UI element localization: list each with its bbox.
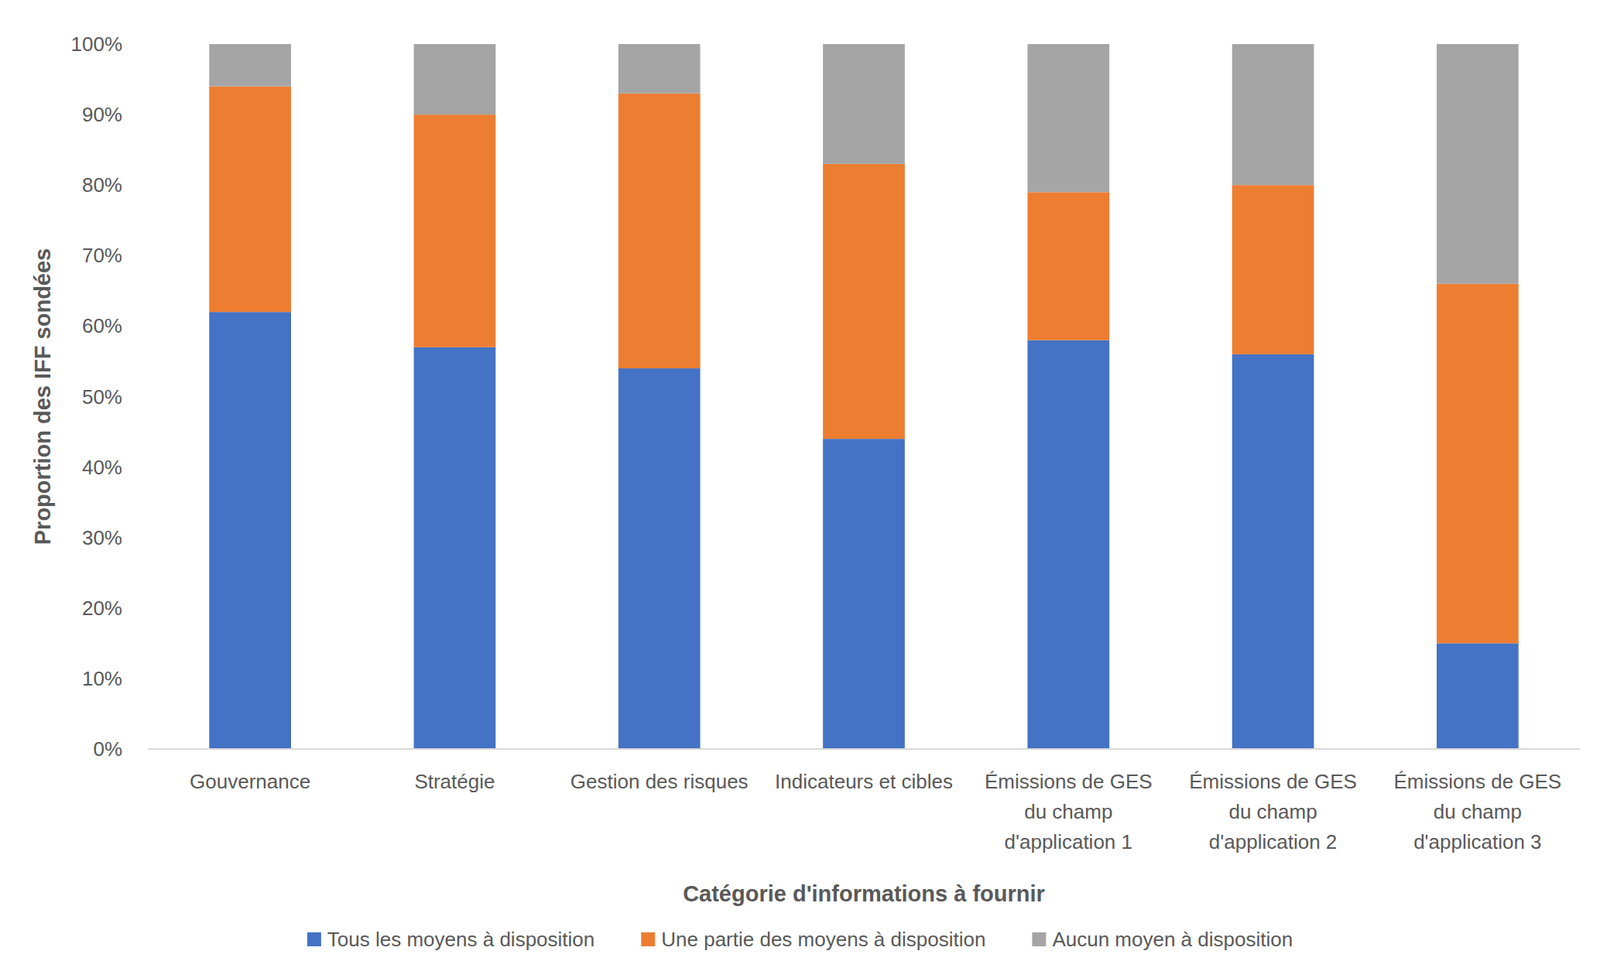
bar bbox=[1232, 185, 1315, 355]
y-tick-label: 80% bbox=[82, 173, 123, 197]
x-tick-label: Émissions de GES du champ d'application 2 bbox=[1188, 770, 1357, 854]
y-tick-label: 70% bbox=[82, 243, 123, 268]
bar bbox=[208, 86, 292, 313]
bar bbox=[1436, 643, 1519, 750]
bar bbox=[1232, 354, 1315, 750]
legend-label: Tous les moyens à disposition bbox=[327, 928, 595, 952]
bar bbox=[414, 114, 497, 348]
legend-swatch bbox=[1031, 932, 1046, 947]
y-tick-label: 40% bbox=[82, 455, 123, 480]
bar bbox=[618, 93, 701, 369]
x-tick-label-line: d'application 3 bbox=[1413, 830, 1542, 854]
legend-label: Une partie des moyens à disposition bbox=[661, 928, 986, 952]
legend-label: Aucun moyen à disposition bbox=[1051, 928, 1293, 952]
y-tick-label: 20% bbox=[82, 596, 123, 621]
bar bbox=[208, 44, 292, 87]
x-tick-label: Stratégie bbox=[414, 770, 495, 794]
x-tick-label-line: Gestion des risques bbox=[570, 770, 749, 794]
bar bbox=[414, 44, 497, 115]
legend-swatch bbox=[307, 932, 322, 947]
x-tick-label-line: du champ bbox=[1228, 800, 1317, 824]
bar bbox=[618, 44, 701, 94]
x-tick-label-line: du champ bbox=[1433, 800, 1522, 824]
x-axis-line bbox=[147, 748, 1580, 751]
bar bbox=[1436, 44, 1519, 285]
x-tick-label: Émissions de GES du champ d'application 1 bbox=[984, 770, 1153, 854]
bar bbox=[208, 311, 292, 750]
y-tick-label: 100% bbox=[71, 32, 124, 56]
legend: Tous les moyens à disposition Une partie … bbox=[307, 928, 1293, 952]
bar bbox=[414, 347, 497, 750]
x-tick-label-line: Émissions de GES bbox=[1188, 770, 1357, 794]
bar bbox=[1027, 191, 1110, 340]
x-tick-label-line: d'application 2 bbox=[1209, 830, 1337, 854]
x-tick-label: Gestion des risques bbox=[570, 770, 749, 794]
y-tick-label: 0% bbox=[92, 737, 123, 761]
bar bbox=[822, 44, 905, 165]
legend-item: Aucun moyen à disposition bbox=[1031, 928, 1293, 952]
bars bbox=[208, 44, 1518, 750]
legend-item: Tous les moyens à disposition bbox=[307, 928, 595, 952]
y-tick-label: 90% bbox=[82, 102, 123, 127]
bar bbox=[1436, 284, 1519, 645]
y-tick-label: 30% bbox=[82, 526, 123, 550]
x-tick-label-line: Stratégie bbox=[414, 770, 495, 794]
x-tick-label-line: Émissions de GES bbox=[1393, 770, 1562, 794]
x-tick-label-line: du champ bbox=[1024, 800, 1113, 824]
legend-swatch bbox=[640, 932, 655, 947]
bar bbox=[822, 438, 905, 750]
bar bbox=[1232, 44, 1315, 186]
x-tick-label-line: Indicateurs et cibles bbox=[774, 770, 953, 794]
x-tick-label-line: Émissions de GES bbox=[984, 770, 1153, 794]
x-tick-label: Gouvernance bbox=[189, 770, 311, 794]
y-tick-label: 10% bbox=[82, 667, 123, 691]
y-tick-label: 50% bbox=[82, 385, 123, 409]
legend-item: Une partie des moyens à disposition bbox=[640, 928, 986, 952]
y-tick-label: 60% bbox=[82, 314, 123, 338]
bar bbox=[618, 368, 701, 750]
y-axis-title: Proportion des IFF sondées bbox=[30, 248, 55, 546]
x-tick-label: Indicateurs et cibles bbox=[774, 770, 953, 794]
x-axis-title: Catégorie d'informations à fournir bbox=[682, 881, 1045, 907]
x-tick-label-line: d'application 1 bbox=[1004, 830, 1133, 854]
x-tick-label: Émissions de GES du champ d'application 3 bbox=[1393, 770, 1562, 854]
bar bbox=[1027, 340, 1110, 750]
bar bbox=[822, 164, 905, 439]
x-tick-label-line: Gouvernance bbox=[189, 770, 311, 794]
chart: 0% 10% 20% 30% 40% 50% 60% 70% 80% 90% 100% Gouvern… bbox=[0, 0, 1600, 961]
bar bbox=[1027, 44, 1110, 192]
